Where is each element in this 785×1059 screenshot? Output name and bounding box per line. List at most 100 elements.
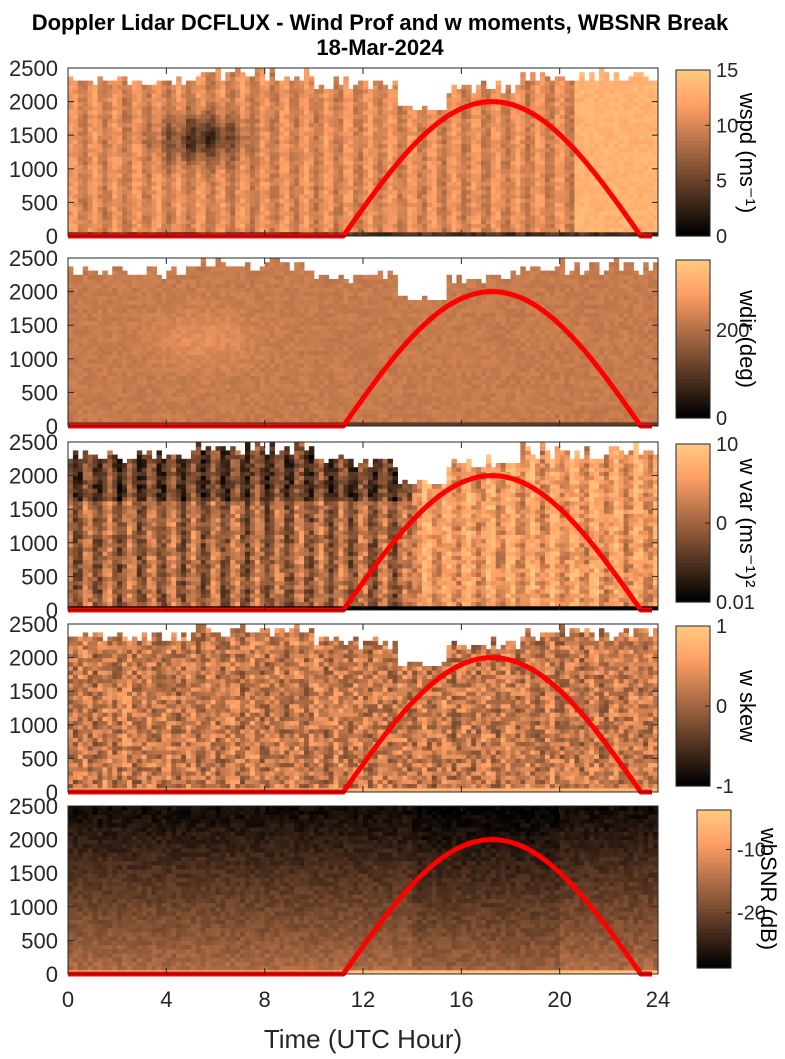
heatmap-cell [186, 223, 192, 229]
heatmap-cell [171, 105, 177, 111]
heatmap-cell [274, 215, 280, 220]
heatmap-cell [235, 93, 241, 98]
heatmap-cell [235, 143, 241, 149]
heatmap-cell [589, 93, 595, 98]
heatmap-cell [82, 194, 89, 199]
colorbar-step [676, 70, 710, 75]
heatmap-cell [638, 147, 644, 153]
heatmap-cell [456, 177, 462, 182]
heatmap-cell [436, 152, 443, 157]
heatmap-cell [97, 152, 103, 157]
heatmap-cell [520, 219, 526, 224]
heatmap-cell [544, 219, 551, 224]
heatmap-cell [68, 198, 74, 203]
heatmap-cell [495, 202, 502, 208]
heatmap-cell [422, 118, 428, 124]
heatmap-cell [92, 143, 98, 149]
heatmap-cell [235, 118, 241, 124]
heatmap-cell [230, 177, 236, 182]
heatmap-cell [200, 89, 207, 94]
heatmap-cell [195, 122, 202, 128]
heatmap-cell [141, 198, 148, 203]
heatmap-cell [131, 97, 138, 103]
heatmap-cell [436, 231, 443, 237]
heatmap-cell [412, 164, 418, 170]
heatmap-cell [466, 189, 472, 195]
heatmap-cell [451, 131, 457, 136]
heatmap-cell [77, 312, 84, 318]
heatmap-cell [589, 185, 595, 191]
heatmap-cell [107, 84, 113, 90]
heatmap-cell [422, 227, 428, 233]
heatmap-cell [136, 114, 143, 119]
heatmap-cell [574, 143, 580, 149]
heatmap-cell [490, 143, 497, 149]
heatmap-cell [92, 342, 98, 347]
heatmap-cell [490, 139, 497, 145]
heatmap-cell [500, 126, 507, 132]
heatmap-cell [117, 413, 123, 419]
heatmap-cell [466, 93, 472, 98]
heatmap-cell [131, 409, 138, 414]
heatmap-cell [127, 194, 133, 199]
heatmap-cell [613, 210, 620, 216]
heatmap-cell [72, 291, 79, 297]
heatmap-cell [323, 114, 330, 119]
heatmap-cell [426, 160, 433, 166]
heatmap-cell [107, 274, 113, 280]
heatmap-cell [559, 143, 566, 149]
heatmap-cell [407, 206, 413, 212]
heatmap-cell [205, 177, 212, 182]
heatmap-cell [481, 189, 487, 195]
heatmap-cell [564, 122, 570, 128]
heatmap-cell [122, 105, 128, 111]
heatmap-cell [471, 156, 477, 161]
heatmap-cell [82, 417, 89, 423]
heatmap-cell [579, 181, 585, 187]
heatmap-cell [313, 126, 320, 132]
heatmap-cell [549, 231, 556, 237]
heatmap-cell [87, 168, 94, 174]
heatmap-cell [68, 173, 74, 178]
heatmap-cell [205, 194, 212, 199]
heatmap-cell [205, 198, 212, 203]
heatmap-cell [441, 189, 448, 195]
colorbar-step [676, 115, 710, 121]
heatmap-cell [304, 181, 310, 187]
heatmap-cell [431, 160, 438, 166]
heatmap-cell [299, 156, 305, 161]
heatmap-cell [584, 156, 590, 161]
heatmap-cell [87, 156, 94, 161]
heatmap-cell [131, 379, 138, 385]
heatmap-cell [451, 194, 457, 199]
heatmap-cell [510, 135, 516, 140]
heatmap-cell [343, 215, 349, 220]
heatmap-cell [441, 206, 448, 212]
heatmap-cell [594, 210, 600, 216]
heatmap-cell [353, 168, 359, 174]
heatmap-cell [490, 160, 497, 166]
heatmap-cell [127, 304, 133, 309]
heatmap-cell [417, 173, 423, 178]
heatmap-cell [230, 118, 236, 124]
heatmap-cell [603, 168, 610, 174]
heatmap-cell [156, 118, 162, 124]
heatmap-cell [215, 68, 221, 73]
heatmap-cell [205, 101, 212, 107]
heatmap-cell [77, 291, 84, 297]
heatmap-cell [549, 101, 556, 107]
heatmap-cell [392, 135, 398, 140]
heatmap-cell [382, 206, 389, 212]
heatmap-cell [186, 147, 192, 153]
heatmap-cell [466, 110, 472, 115]
heatmap-cell [618, 110, 625, 115]
heatmap-cell [87, 219, 94, 224]
heatmap-cell [422, 231, 428, 237]
heatmap-cell [102, 342, 108, 347]
heatmap-cell [200, 210, 207, 216]
heatmap-cell [279, 210, 285, 216]
heatmap-cell [269, 215, 275, 220]
heatmap-cell [549, 97, 556, 103]
heatmap-cell [589, 105, 595, 111]
heatmap-cell [97, 337, 103, 343]
